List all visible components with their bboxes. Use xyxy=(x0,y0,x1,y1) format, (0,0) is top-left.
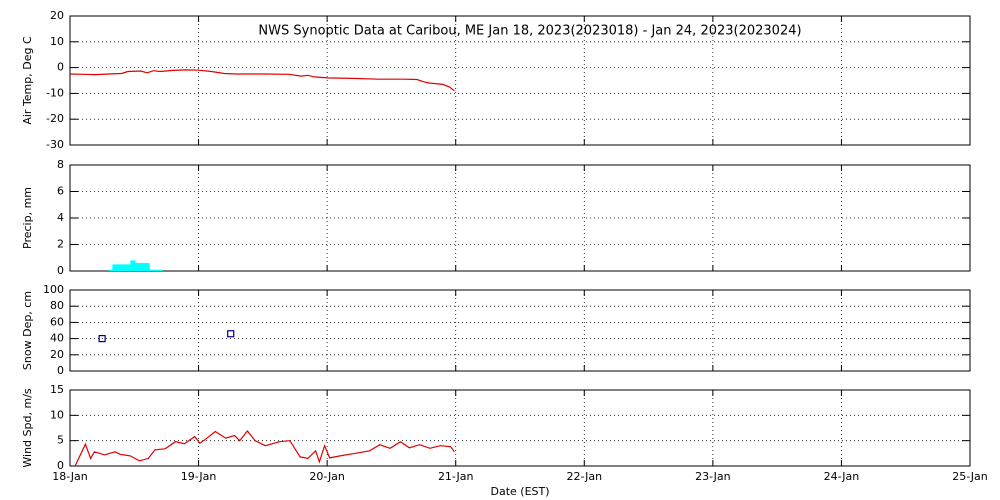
y-tick-label: 8 xyxy=(57,158,64,171)
x-tick-label: 23-Jan xyxy=(695,470,731,483)
bar xyxy=(108,269,113,271)
y-tick-label: -10 xyxy=(46,86,64,99)
y-tick-label: 10 xyxy=(50,35,64,48)
y-tick-label: 40 xyxy=(50,332,64,345)
x-tick-label: 19-Jan xyxy=(181,470,217,483)
x-tick-label: 24-Jan xyxy=(824,470,860,483)
y-tick-label: 0 xyxy=(57,364,64,377)
data-line xyxy=(74,430,455,467)
y-tick-label: 4 xyxy=(57,211,64,224)
y-tick-label: 80 xyxy=(50,299,64,312)
chart-title: NWS Synoptic Data at Caribou, ME Jan 18,… xyxy=(258,24,801,39)
x-tick-label: 25-Jan xyxy=(952,470,988,483)
y-tick-label: 0 xyxy=(57,61,64,74)
bar xyxy=(149,269,163,271)
y-tick-label: 5 xyxy=(57,434,64,447)
y-axis-label: Wind Spd, m/s xyxy=(21,388,34,468)
x-tick-label: 21-Jan xyxy=(438,470,474,483)
y-axis-label: Air Temp, Deg C xyxy=(21,36,34,125)
point xyxy=(227,330,235,338)
y-tick-label: 0 xyxy=(57,459,64,472)
bar xyxy=(135,263,150,271)
x-tick-label: 22-Jan xyxy=(567,470,603,483)
y-tick-label: 60 xyxy=(50,315,64,328)
y-tick-label: 10 xyxy=(50,408,64,421)
y-axis-label: Precip, mm xyxy=(21,187,34,249)
y-tick-label: 20 xyxy=(50,9,64,22)
panel-frame xyxy=(69,289,971,372)
panel-frame xyxy=(69,389,971,467)
y-tick-label: -20 xyxy=(46,112,64,125)
x-axis-label: Date (EST) xyxy=(490,485,549,498)
y-tick-label: 0 xyxy=(57,264,64,277)
y-axis-label: Snow Dep, cm xyxy=(21,291,34,370)
x-tick-label: 18-Jan xyxy=(52,470,88,483)
bar xyxy=(130,260,136,271)
panel-frame xyxy=(69,15,971,146)
data-line xyxy=(69,69,455,92)
y-tick-label: 20 xyxy=(50,348,64,361)
y-tick-label: -30 xyxy=(46,138,64,151)
y-tick-label: 2 xyxy=(57,238,64,251)
y-tick-label: 100 xyxy=(43,283,64,296)
bar xyxy=(112,264,131,271)
point xyxy=(98,335,106,343)
y-tick-label: 6 xyxy=(57,185,64,198)
x-tick-label: 20-Jan xyxy=(309,470,345,483)
y-tick-label: 15 xyxy=(50,383,64,396)
